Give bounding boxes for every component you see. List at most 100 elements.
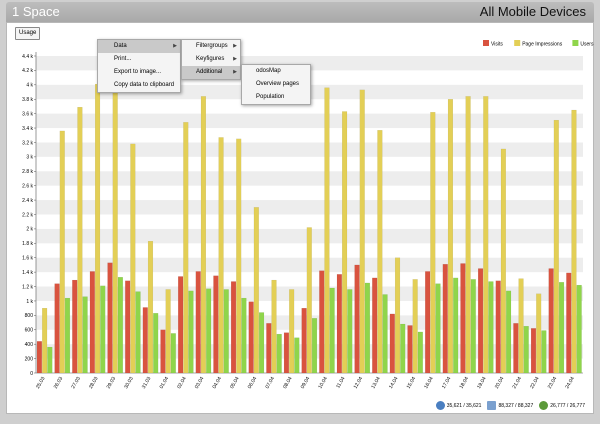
- legend-label: Users: [580, 42, 594, 48]
- menu-item-print[interactable]: Print...: [98, 53, 180, 66]
- menu-item-filtergroups[interactable]: Filtergroups ▶: [182, 40, 240, 53]
- bar-visits: [107, 262, 113, 374]
- x-tick-label: 10.04: [317, 376, 329, 390]
- x-tick-label: 08.04: [282, 376, 294, 390]
- grid-band: [36, 142, 583, 157]
- y-tick-label: 3.4 k: [22, 126, 33, 132]
- bar-page-impressions: [359, 89, 365, 374]
- bar-page-impressions: [95, 83, 101, 374]
- x-tick-label: 01.04: [159, 376, 171, 390]
- title-bar: 1 Space All Mobile Devices: [6, 2, 594, 22]
- y-tick-label: 3.8 k: [22, 97, 33, 103]
- legend-label: Page Impressions: [522, 42, 563, 48]
- bar-visits: [495, 280, 501, 374]
- menu-item-odosmap[interactable]: odosMap: [242, 65, 310, 78]
- bar-page-impressions: [394, 257, 401, 374]
- bar-visits: [125, 280, 131, 374]
- bar-page-impressions: [42, 308, 48, 374]
- usage-button[interactable]: Usage: [15, 27, 41, 40]
- status-impressions: 88,327 / 88,327: [487, 401, 533, 410]
- bar-visits: [213, 275, 219, 374]
- data-submenu: Filtergroups ▶ Keyfigures ▶ Additional ▶: [181, 39, 241, 80]
- menu-item-population[interactable]: Population: [242, 91, 310, 104]
- menu-item-data[interactable]: Data ▶: [98, 40, 180, 53]
- y-tick-label: 2.8 k: [22, 169, 33, 175]
- bar-users: [382, 294, 388, 374]
- x-tick-label: 06.04: [247, 376, 259, 390]
- bar-visits: [178, 276, 184, 374]
- bar-page-impressions: [183, 122, 189, 374]
- y-tick-label: 1.2 k: [22, 284, 33, 290]
- bar-visits: [89, 271, 95, 374]
- bar-page-impressions: [59, 130, 65, 374]
- y-tick-label: 4.2 k: [22, 68, 33, 74]
- bar-visits: [72, 279, 78, 374]
- bar-page-impressions: [518, 278, 524, 374]
- bar-page-impressions: [200, 96, 206, 374]
- menu-item-keyfigures[interactable]: Keyfigures ▶: [182, 53, 240, 66]
- bar-visits: [530, 328, 537, 374]
- bar-visits: [266, 323, 272, 374]
- x-tick-label: 27.03: [70, 376, 82, 390]
- menu-item-overview-pages[interactable]: Overview pages: [242, 78, 310, 91]
- menu-item-label: Copy data to clipboard: [114, 82, 175, 88]
- y-tick-label: 0: [30, 371, 33, 377]
- menu-item-label: Keyfigures: [196, 56, 225, 62]
- bar-page-impressions: [553, 119, 559, 374]
- bar-visits: [354, 264, 360, 374]
- y-tick-label: 600: [25, 328, 34, 334]
- y-tick-label: 2.6 k: [22, 183, 33, 189]
- bar-visits: [425, 271, 431, 374]
- bar-visits: [372, 277, 378, 374]
- grid-band: [36, 171, 583, 186]
- bar-users: [541, 330, 547, 374]
- bar-visits: [248, 301, 254, 374]
- y-tick-label: 4.4 k: [22, 54, 33, 60]
- submenu-arrow-icon: ▶: [233, 43, 237, 49]
- bar-users: [347, 289, 353, 374]
- bar-users: [153, 313, 159, 374]
- bar-visits: [230, 281, 237, 374]
- x-tick-label: 05.04: [229, 376, 241, 390]
- x-tick-label: 26.03: [53, 376, 65, 390]
- legend-swatch: [483, 40, 489, 46]
- x-tick-label: 15.04: [406, 376, 418, 390]
- bar-users: [100, 285, 106, 374]
- bar-visits: [36, 341, 42, 374]
- bar-users: [470, 279, 476, 374]
- x-tick-label: 30.03: [123, 376, 135, 390]
- menu-item-label: Filtergroups: [196, 43, 228, 49]
- x-tick-label: 18.04: [459, 376, 471, 390]
- status-bar: 35,621 / 35,621 88,327 / 88,327 26,777 /…: [435, 401, 585, 410]
- bar-page-impressions: [218, 137, 224, 374]
- menu-item-copy-clipboard[interactable]: Copy data to clipboard: [98, 79, 180, 92]
- bar-visits: [566, 272, 572, 374]
- menu-item-label: Population: [256, 94, 285, 100]
- x-tick-label: 21.04: [512, 376, 524, 390]
- y-tick-label: 1.4 k: [22, 270, 33, 276]
- menu-item-additional[interactable]: Additional ▶: [182, 66, 240, 79]
- bar-page-impressions: [536, 293, 542, 374]
- bar-page-impressions: [271, 279, 277, 374]
- bar-page-impressions: [306, 227, 312, 374]
- menu-item-label: Data: [114, 43, 127, 49]
- bar-visits: [319, 270, 325, 374]
- x-tick-label: 12.04: [353, 376, 365, 390]
- visits-user-icon: [435, 401, 445, 410]
- bar-users: [523, 326, 529, 374]
- bar-visits: [478, 268, 484, 374]
- menu-item-export-image[interactable]: Export to image...: [98, 66, 180, 79]
- x-tick-label: 11.04: [335, 376, 346, 390]
- bar-page-impressions: [377, 130, 383, 374]
- bar-users: [82, 296, 88, 374]
- bar-users: [135, 291, 141, 374]
- bar-users: [276, 333, 282, 374]
- y-tick-label: 2.4 k: [22, 198, 33, 204]
- x-tick-label: 22.04: [529, 376, 541, 390]
- x-tick-label: 23.04: [547, 376, 559, 390]
- bar-visits: [513, 323, 519, 374]
- legend-swatch: [572, 40, 579, 46]
- bar-page-impressions: [112, 88, 118, 374]
- x-tick-label: 04.04: [212, 376, 224, 390]
